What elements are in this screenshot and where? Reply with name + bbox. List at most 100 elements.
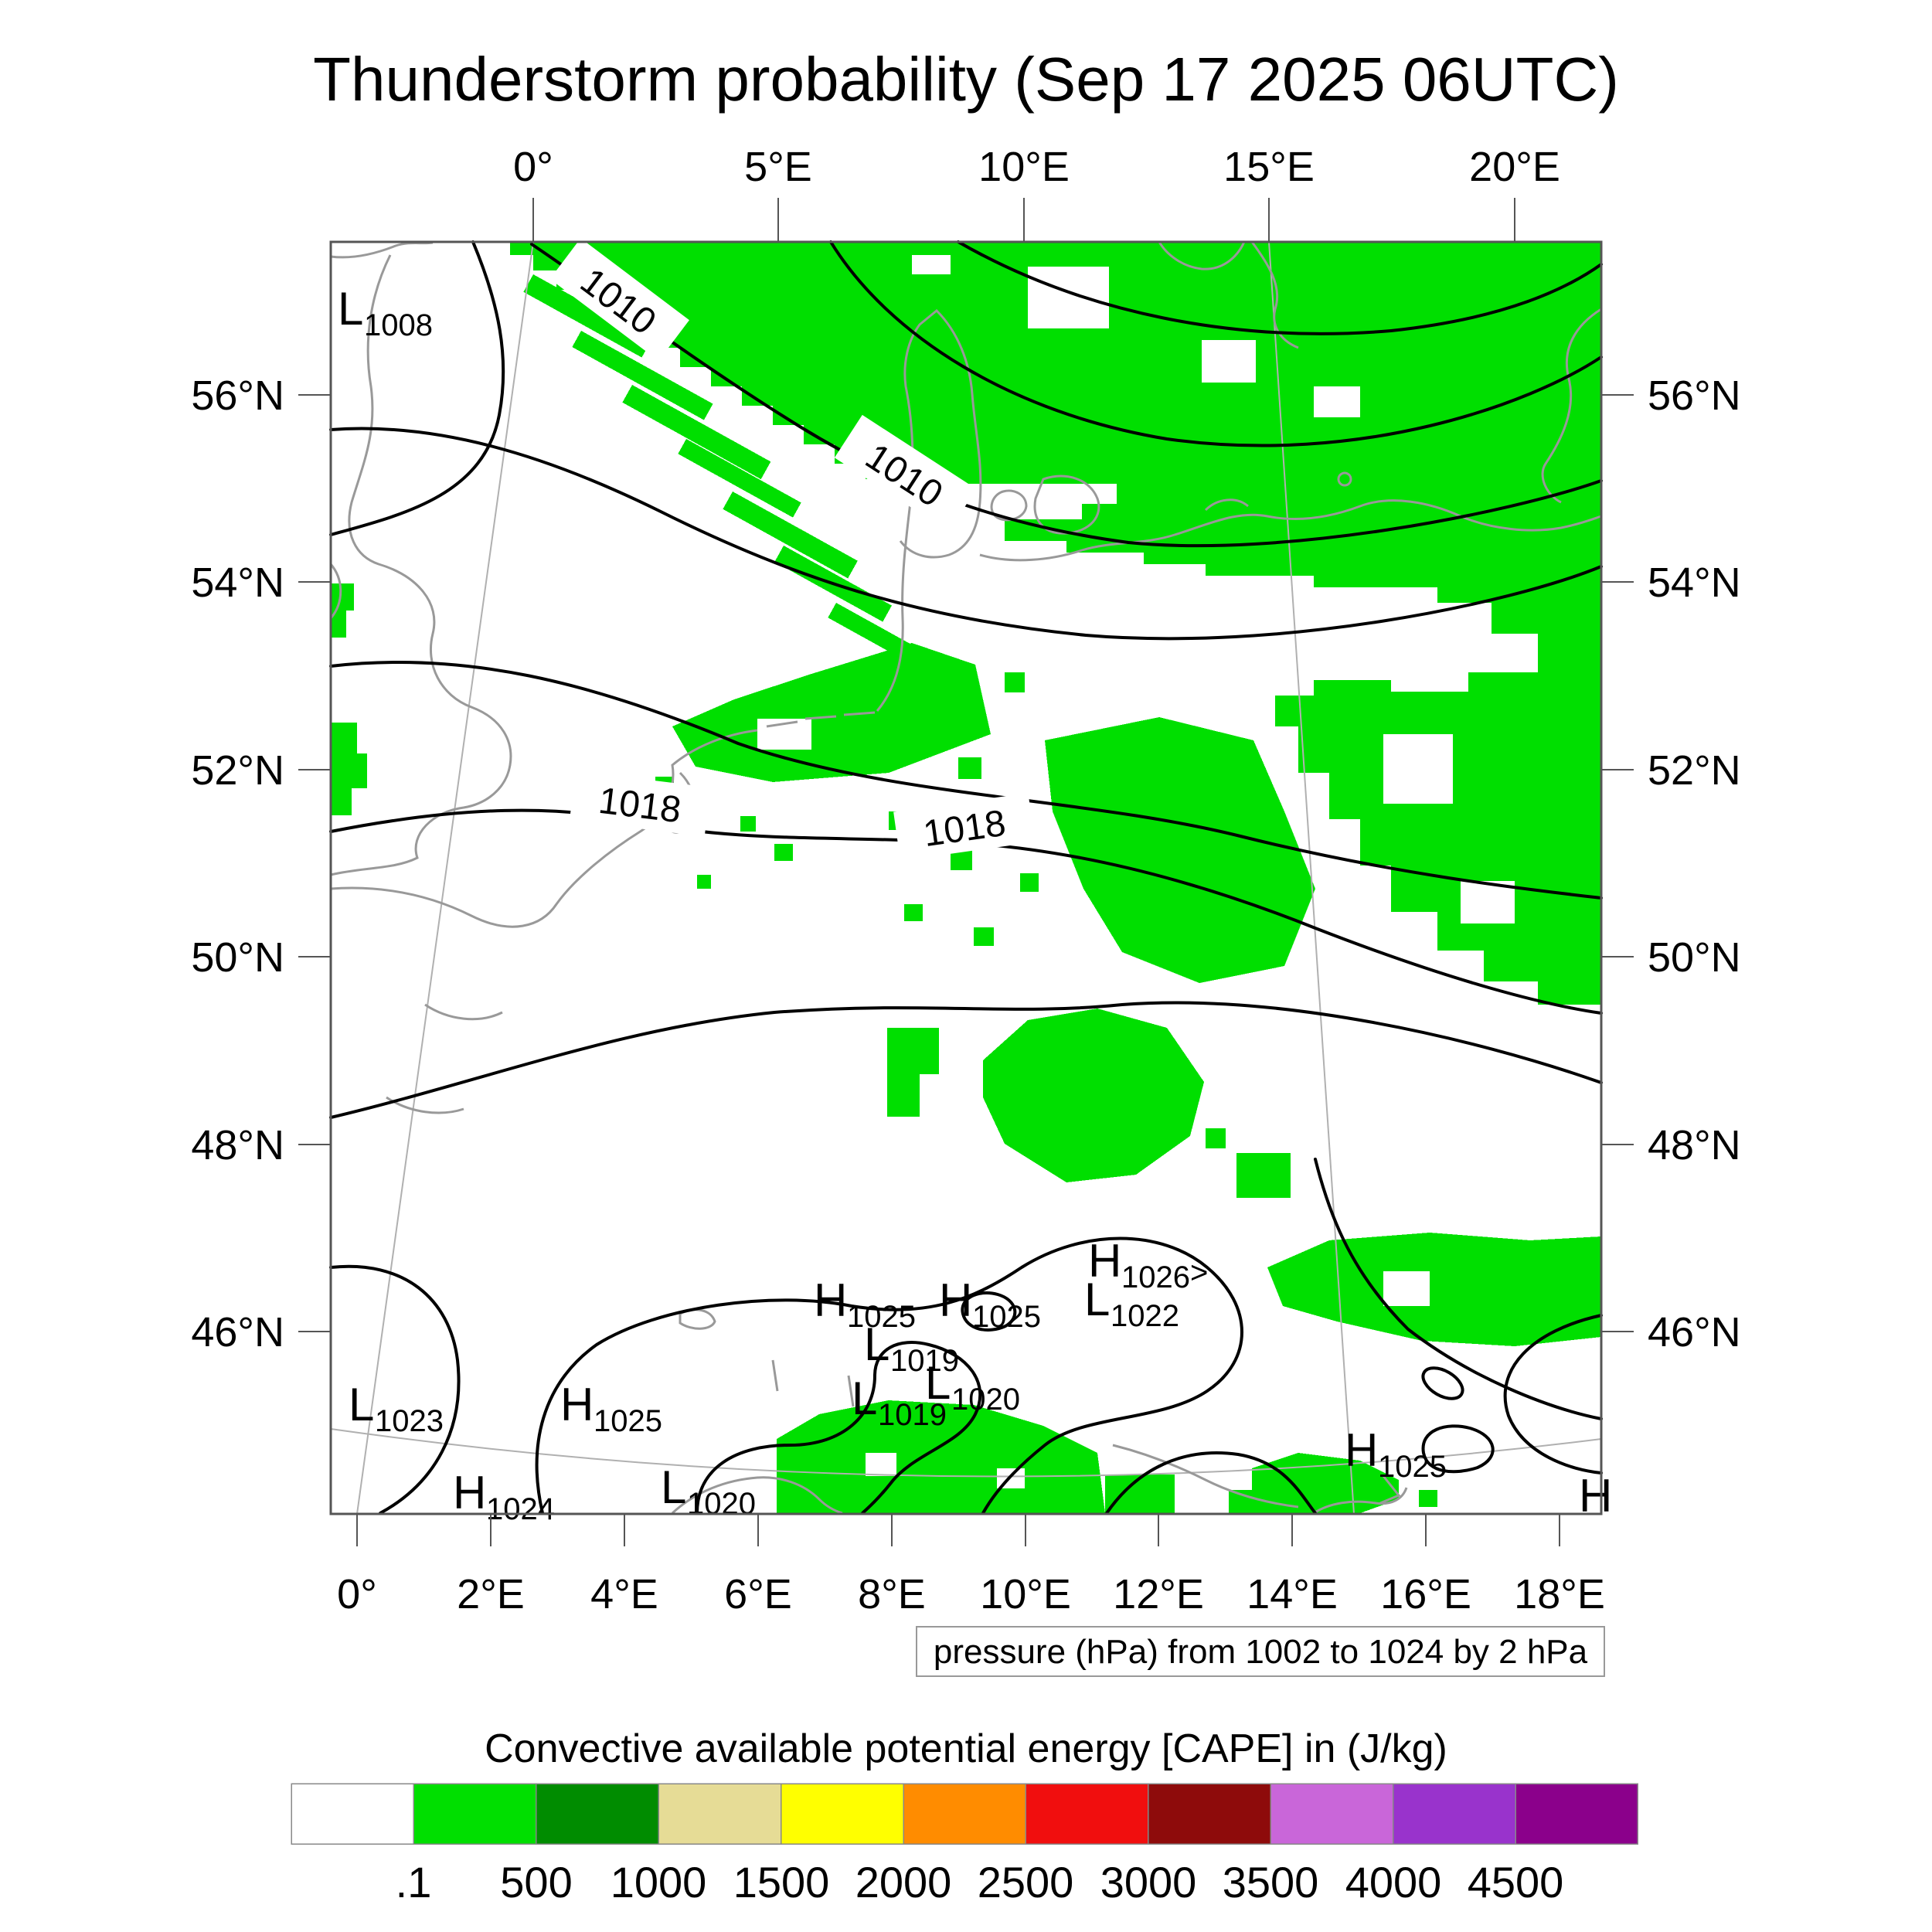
colorbar-tick-label: 500 (500, 1858, 572, 1906)
isobar (1105, 1451, 1317, 1515)
isobar (696, 1341, 982, 1515)
top-axis-label: 15°E (1223, 144, 1315, 190)
isobar-closed (1421, 1424, 1495, 1474)
cape-speck (1020, 873, 1039, 892)
bottom-axis-label: 12°E (1113, 1571, 1204, 1617)
high-value: 1025 (972, 1300, 1041, 1334)
low-center: L (852, 1372, 877, 1424)
colorbar-cell (536, 1783, 659, 1845)
bottom-axis-label: 14°E (1247, 1571, 1338, 1617)
isobar (1503, 1314, 1603, 1475)
colorbar-cell (413, 1783, 537, 1845)
high-value: 1026 (1121, 1260, 1190, 1294)
high-center: H (560, 1379, 594, 1430)
isobar (829, 240, 1603, 447)
bottom-axis-label: 18°E (1514, 1571, 1605, 1617)
coast-france-benelux (330, 711, 876, 928)
colorbar-tick-label: 1000 (611, 1858, 707, 1906)
cape-speck (951, 850, 972, 870)
page-title: Thunderstorm probability (Sep 17 2025 06… (313, 45, 1619, 114)
top-axis-label: 0° (513, 144, 553, 190)
cape-area (983, 1009, 1204, 1182)
right-axis-label: 56°N (1648, 372, 1741, 419)
pressure-contour-layer (329, 240, 1603, 1515)
colorbar-tick-label: 3500 (1223, 1858, 1319, 1906)
top-axis-label: 20°E (1469, 144, 1560, 190)
colorbar-cell (1515, 1783, 1639, 1845)
colorbar-tick-label: 2500 (978, 1858, 1074, 1906)
high-value: 1024 (486, 1492, 555, 1526)
left-axis-label: 54°N (191, 560, 284, 606)
low-value: 1019 (890, 1344, 959, 1378)
meridian-15deg (1268, 241, 1355, 1515)
pressure-legend-box (916, 1626, 1605, 1677)
isobar-closed (961, 1291, 1017, 1332)
right-axis-label: 54°N (1648, 560, 1741, 606)
low-value: 1008 (364, 308, 433, 342)
isobar (329, 1001, 1603, 1119)
isobar (1314, 1158, 1603, 1420)
cape-legend-title: Convective available potential energy [C… (485, 1726, 1447, 1771)
bottom-axis-label: 6°E (724, 1571, 792, 1617)
colorbar-tick-label: 4500 (1468, 1858, 1564, 1906)
left-axis-label: 46°N (191, 1309, 284, 1355)
low-center: L (338, 283, 363, 335)
axis-labels: 0° 5°E 10°E 15°E 20°E 0° 2°E 4°E 6°E 8°E… (191, 144, 1740, 1617)
contour-label-1018-b: 1018 (893, 793, 1036, 861)
coast-britain (330, 241, 512, 876)
colorbar-tick-label: 4000 (1345, 1858, 1442, 1906)
coast-ireland (329, 563, 342, 619)
left-axis-label: 52°N (191, 747, 284, 794)
coast-baltic-germany (979, 498, 1602, 562)
cape-speck (958, 757, 981, 779)
low-center: L (864, 1318, 889, 1370)
contour-label-1018-a: 1018 (569, 770, 711, 837)
low-value: 1019 (878, 1398, 947, 1432)
cape-streak (622, 385, 771, 480)
high-value: 1025 (847, 1300, 916, 1334)
isobar (957, 240, 1603, 335)
cape-area (331, 723, 367, 815)
svg-text:1018: 1018 (597, 781, 683, 832)
top-axis-label: 10°E (978, 144, 1070, 190)
cape-speck (774, 844, 793, 861)
cape-speck (974, 927, 994, 946)
pressure-legend: pressure (hPa) from 1002 to 1024 by 2 hP… (916, 1626, 1605, 1677)
top-axis-label: 5°E (744, 144, 812, 190)
cape-shading-layer (331, 242, 1601, 1513)
greater-than-mark: > (1190, 1256, 1208, 1290)
right-axis-label: 50°N (1648, 934, 1741, 981)
high-center: H (814, 1274, 847, 1326)
coast-liguria (671, 1476, 843, 1515)
high-center: H (1345, 1424, 1378, 1476)
cape-speck (912, 711, 932, 731)
cape-colorbar (291, 1783, 1639, 1845)
coast-sweden (1250, 241, 1602, 504)
cape-area (1045, 717, 1315, 983)
cape-area (1267, 1233, 1601, 1346)
colorbar-cell (903, 1783, 1027, 1845)
colorbar-tick-label: 2000 (855, 1858, 952, 1906)
colorbar-cell (780, 1783, 904, 1845)
cape-speck (740, 816, 756, 832)
bottom-axis-label: 8°E (858, 1571, 926, 1617)
cape-speck (1005, 672, 1025, 692)
cape-area (887, 1028, 939, 1117)
low-center: L (1084, 1274, 1110, 1325)
low-center: L (925, 1357, 951, 1409)
meridian-0deg (356, 241, 534, 1515)
high-center: H (1088, 1235, 1121, 1287)
low-center: L (661, 1461, 686, 1513)
cape-speck (1206, 1128, 1226, 1148)
axis-ticks (298, 198, 1634, 1546)
isobar (329, 660, 1603, 900)
colorbar-cell (658, 1783, 782, 1845)
coast-jutland (876, 308, 982, 712)
graticule (330, 241, 1602, 1515)
high-value: 1025 (594, 1404, 662, 1438)
cape-streak (523, 274, 652, 358)
cape-speck (697, 875, 711, 889)
colorbar-cell (1392, 1783, 1516, 1845)
